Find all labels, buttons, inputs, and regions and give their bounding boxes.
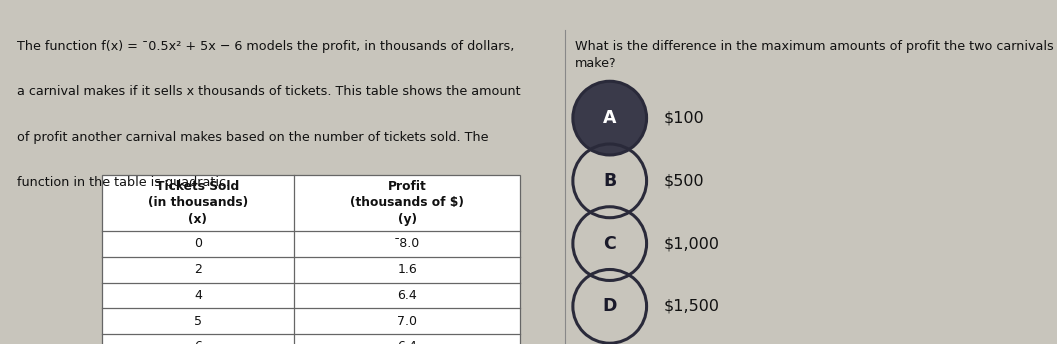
Text: of profit another carnival makes based on the number of tickets sold. The: of profit another carnival makes based o…: [17, 131, 488, 144]
Text: $1,500: $1,500: [664, 299, 720, 314]
Bar: [101, 175, 520, 344]
Text: 5: 5: [193, 315, 202, 327]
Text: $1,000: $1,000: [664, 236, 720, 251]
Text: 2: 2: [194, 263, 202, 276]
Text: 1.6: 1.6: [397, 263, 418, 276]
Text: Profit
(thousands of $)
(y): Profit (thousands of $) (y): [350, 180, 464, 226]
Text: $500: $500: [664, 173, 704, 189]
Text: a carnival makes if it sells x thousands of tickets. This table shows the amount: a carnival makes if it sells x thousands…: [17, 85, 521, 98]
Text: function in the table is quadratic.: function in the table is quadratic.: [17, 176, 230, 189]
Text: 6.4: 6.4: [397, 340, 418, 344]
Text: D: D: [602, 297, 617, 315]
Text: What is the difference in the maximum amounts of profit the two carnivals can
ma: What is the difference in the maximum am…: [575, 40, 1057, 70]
Text: Tickets Sold
(in thousands)
(x): Tickets Sold (in thousands) (x): [148, 180, 248, 226]
Text: 6.4: 6.4: [397, 289, 418, 302]
Text: 0: 0: [193, 237, 202, 250]
Text: $100: $100: [664, 111, 705, 126]
Text: ¯8.0: ¯8.0: [394, 237, 421, 250]
Text: The function f(x) = ¯0.5x² + 5x − 6 models the profit, in thousands of dollars,: The function f(x) = ¯0.5x² + 5x − 6 mode…: [17, 40, 515, 53]
Text: C: C: [604, 235, 616, 252]
Text: 6: 6: [194, 340, 202, 344]
Text: 4: 4: [194, 289, 202, 302]
Text: A: A: [602, 109, 616, 127]
Text: B: B: [604, 172, 616, 190]
Text: 7.0: 7.0: [397, 315, 418, 327]
Ellipse shape: [573, 81, 647, 155]
